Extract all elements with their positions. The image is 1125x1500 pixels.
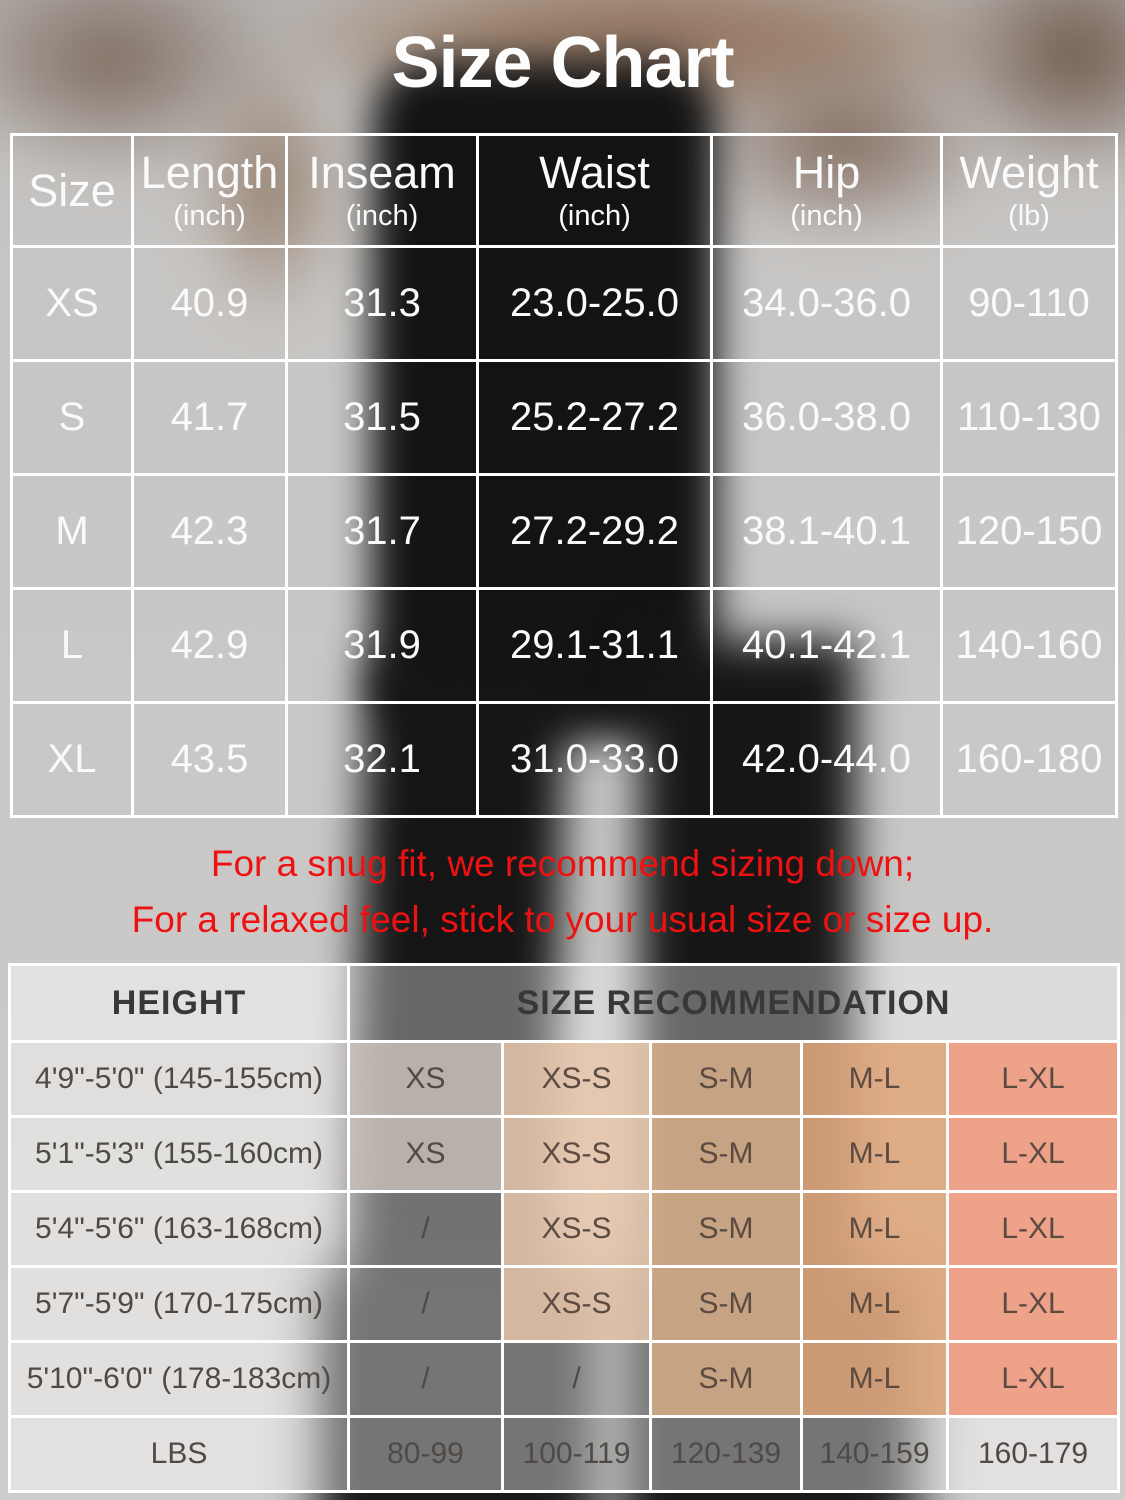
height-cell: 4'9"-5'0" (145-155cm) bbox=[8, 1040, 350, 1118]
rec-cell: L-XL bbox=[945, 1040, 1121, 1118]
column-header-inseam: Inseam (inch) bbox=[285, 133, 479, 248]
inseam-cell: 31.5 bbox=[285, 359, 479, 476]
size-cell: XS bbox=[10, 245, 134, 362]
rec-row: 5'4"-5'6" (163-168cm) / XS-S S-M M-L L-X… bbox=[8, 1190, 1121, 1268]
size-row-s: S 41.7 31.5 25.2-27.2 36.0-38.0 110-130 bbox=[10, 359, 1118, 476]
rec-row: 4'9"-5'0" (145-155cm) XS XS-S S-M M-L L-… bbox=[8, 1040, 1121, 1118]
size-cell: L bbox=[10, 587, 134, 704]
fit-note-line2: For a relaxed feel, stick to your usual … bbox=[131, 899, 994, 940]
rec-row: 5'10"-6'0" (178-183cm) / / S-M M-L L-XL bbox=[8, 1340, 1121, 1418]
size-row-m: M 42.3 31.7 27.2-29.2 38.1-40.1 120-150 bbox=[10, 473, 1118, 590]
lbs-cell: 140-159 bbox=[800, 1415, 949, 1493]
hip-cell: 36.0-38.0 bbox=[710, 359, 943, 476]
size-cell: XL bbox=[10, 701, 134, 818]
height-cell: 5'4"-5'6" (163-168cm) bbox=[8, 1190, 350, 1268]
rec-cell: L-XL bbox=[945, 1265, 1121, 1343]
rec-cell: XS-S bbox=[501, 1040, 652, 1118]
rec-row: 5'7"-5'9" (170-175cm) / XS-S S-M M-L L-X… bbox=[8, 1265, 1121, 1343]
rec-cell: M-L bbox=[800, 1190, 949, 1268]
rec-cell: S-M bbox=[649, 1340, 803, 1418]
weight-cell: 120-150 bbox=[940, 473, 1118, 590]
size-row-l: L 42.9 31.9 29.1-31.1 40.1-42.1 140-160 bbox=[10, 587, 1118, 704]
rec-cell: S-M bbox=[649, 1265, 803, 1343]
length-cell: 43.5 bbox=[131, 701, 288, 818]
rec-cell-na: / bbox=[501, 1340, 652, 1418]
rec-cell: M-L bbox=[800, 1265, 949, 1343]
length-cell: 41.7 bbox=[131, 359, 288, 476]
hip-cell: 42.0-44.0 bbox=[710, 701, 943, 818]
rec-cell: M-L bbox=[800, 1340, 949, 1418]
weight-cell: 110-130 bbox=[940, 359, 1118, 476]
rec-cell-na: / bbox=[347, 1340, 504, 1418]
rec-row: 5'1"-5'3" (155-160cm) XS XS-S S-M M-L L-… bbox=[8, 1115, 1121, 1193]
waist-cell: 25.2-27.2 bbox=[476, 359, 713, 476]
rec-cell: XS-S bbox=[501, 1265, 652, 1343]
column-header-weight: Weight (lb) bbox=[940, 133, 1118, 248]
rec-cell-na: / bbox=[347, 1265, 504, 1343]
rec-cell: XS bbox=[347, 1040, 504, 1118]
page-title: Size Chart bbox=[391, 23, 734, 103]
inseam-cell: 32.1 bbox=[285, 701, 479, 818]
size-cell: M bbox=[10, 473, 134, 590]
waist-cell: 23.0-25.0 bbox=[476, 245, 713, 362]
rec-table-header-row: HEIGHT SIZE RECOMMENDATION bbox=[8, 963, 1121, 1043]
lbs-cell: 80-99 bbox=[347, 1415, 504, 1493]
inseam-cell: 31.9 bbox=[285, 587, 479, 704]
waist-cell: 29.1-31.1 bbox=[476, 587, 713, 704]
size-recommendation-table: HEIGHT SIZE RECOMMENDATION 4'9"-5'0" (14… bbox=[8, 963, 1121, 1493]
height-cell: 5'7"-5'9" (170-175cm) bbox=[8, 1265, 350, 1343]
rec-cell: S-M bbox=[649, 1190, 803, 1268]
column-header-hip: Hip (inch) bbox=[710, 133, 943, 248]
hip-cell: 40.1-42.1 bbox=[710, 587, 943, 704]
fit-note: For a snug fit, we recommend sizing down… bbox=[0, 836, 1125, 948]
inseam-cell: 31.3 bbox=[285, 245, 479, 362]
size-row-xl: XL 43.5 32.1 31.0-33.0 42.0-44.0 160-180 bbox=[10, 701, 1118, 818]
rec-cell-na: / bbox=[347, 1190, 504, 1268]
weight-cell: 140-160 bbox=[940, 587, 1118, 704]
column-header-length: Length (inch) bbox=[131, 133, 288, 248]
weight-cell: 160-180 bbox=[940, 701, 1118, 818]
rec-cell: XS-S bbox=[501, 1115, 652, 1193]
size-recommendation-header: SIZE RECOMMENDATION bbox=[346, 963, 1121, 1043]
rec-cell: M-L bbox=[800, 1040, 949, 1118]
height-cell: 5'10"-6'0" (178-183cm) bbox=[8, 1340, 350, 1418]
rec-cell: L-XL bbox=[945, 1190, 1121, 1268]
lbs-cell: 100-119 bbox=[501, 1415, 652, 1493]
rec-cell: L-XL bbox=[945, 1340, 1121, 1418]
size-row-xs: XS 40.9 31.3 23.0-25.0 34.0-36.0 90-110 bbox=[10, 245, 1118, 362]
waist-cell: 31.0-33.0 bbox=[476, 701, 713, 818]
size-measurements-table: Size Length (inch) Inseam (inch) Waist (… bbox=[10, 133, 1118, 818]
rec-cell: XS-S bbox=[501, 1190, 652, 1268]
rec-cell: XS bbox=[347, 1115, 504, 1193]
weight-cell: 90-110 bbox=[940, 245, 1118, 362]
length-cell: 40.9 bbox=[131, 245, 288, 362]
size-table-header-row: Size Length (inch) Inseam (inch) Waist (… bbox=[10, 133, 1118, 248]
lbs-row: LBS 80-99 100-119 120-139 140-159 160-17… bbox=[8, 1415, 1121, 1493]
rec-cell: S-M bbox=[649, 1115, 803, 1193]
rec-cell: M-L bbox=[800, 1115, 949, 1193]
height-cell: 5'1"-5'3" (155-160cm) bbox=[8, 1115, 350, 1193]
height-column-header: HEIGHT bbox=[8, 963, 350, 1043]
waist-cell: 27.2-29.2 bbox=[476, 473, 713, 590]
column-header-waist: Waist (inch) bbox=[476, 133, 713, 248]
hip-cell: 34.0-36.0 bbox=[710, 245, 943, 362]
lbs-cell: 160-179 bbox=[945, 1415, 1121, 1493]
hip-cell: 38.1-40.1 bbox=[710, 473, 943, 590]
inseam-cell: 31.7 bbox=[285, 473, 479, 590]
lbs-cell: 120-139 bbox=[649, 1415, 803, 1493]
fit-note-line1: For a snug fit, we recommend sizing down… bbox=[210, 843, 915, 884]
length-cell: 42.3 bbox=[131, 473, 288, 590]
length-cell: 42.9 bbox=[131, 587, 288, 704]
rec-cell: L-XL bbox=[945, 1115, 1121, 1193]
column-header-size: Size bbox=[10, 133, 134, 248]
lbs-label-cell: LBS bbox=[8, 1415, 350, 1493]
size-cell: S bbox=[10, 359, 134, 476]
rec-cell: S-M bbox=[649, 1040, 803, 1118]
